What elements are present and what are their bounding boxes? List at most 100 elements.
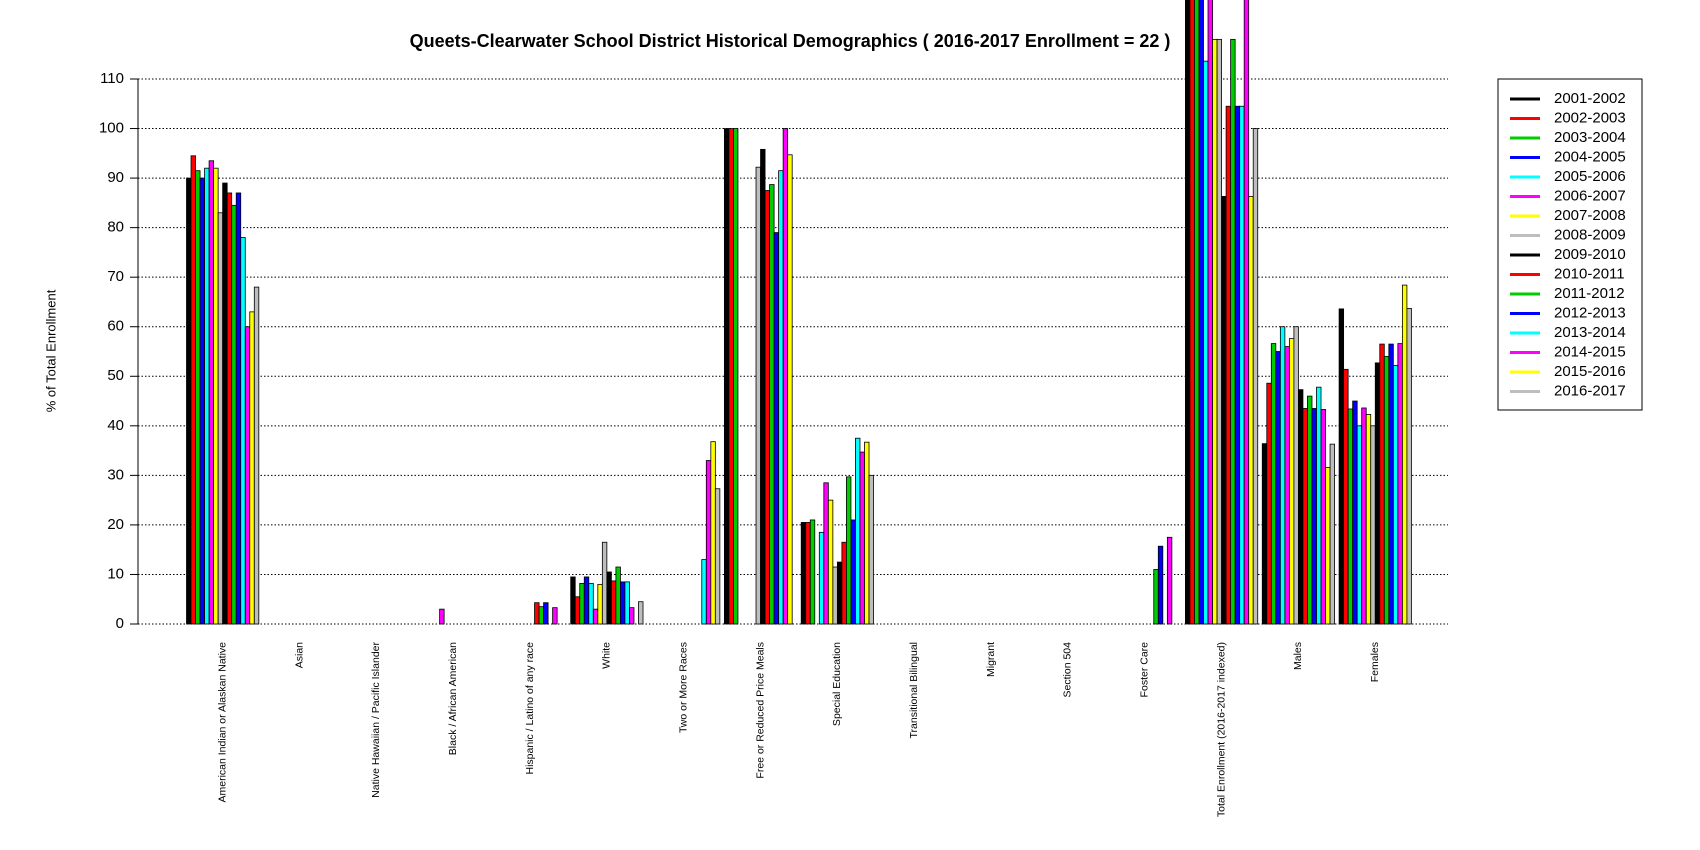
bar: [714, 488, 721, 625]
bar: [823, 482, 829, 625]
bar: [204, 167, 210, 625]
legend-label: 2010-2011: [1554, 265, 1625, 282]
bar: [733, 128, 739, 625]
bar: [597, 583, 603, 625]
bar: [773, 232, 780, 625]
bar: [805, 522, 811, 625]
bar: [841, 541, 847, 625]
bar: [1194, 0, 1200, 625]
bar: [1392, 364, 1399, 625]
bar: [1166, 536, 1173, 625]
x-tick-label: Special Education: [831, 642, 843, 726]
bar: [1243, 0, 1250, 625]
bar: [827, 499, 834, 625]
x-tick-label: Two or More Races: [677, 642, 689, 733]
bar: [855, 437, 861, 625]
bar: [217, 212, 224, 625]
chart-title: Queets-Clearwater School District Histor…: [410, 31, 1171, 51]
x-tick-label: Migrant: [985, 642, 997, 677]
x-tick-label: American Indian or Alaskan Native: [216, 642, 228, 803]
y-tick-label: 60: [107, 318, 124, 335]
legend-label: 2013-2014: [1554, 324, 1626, 341]
y-tick-label: 40: [107, 417, 124, 434]
y-tick-label: 0: [116, 615, 124, 632]
bar: [728, 128, 734, 625]
x-tick-label: Native Hawaiian / Pacific Islander: [370, 642, 382, 798]
legend-label: 2012-2013: [1554, 304, 1626, 321]
bar: [226, 192, 233, 625]
x-tick-label: Free or Reduced Price Meals: [754, 642, 766, 779]
legend-label: 2001-2002: [1554, 90, 1626, 107]
y-axis-label: % of Total Enrollment: [43, 289, 58, 412]
legend-label: 2009-2010: [1554, 246, 1626, 263]
bar: [1230, 38, 1236, 625]
x-tick-label: Foster Care: [1139, 642, 1151, 698]
bar: [1293, 326, 1299, 625]
bar: [846, 476, 852, 625]
x-tick-label: Black / African American: [447, 642, 459, 755]
bar: [1316, 386, 1322, 625]
bar: [1207, 0, 1213, 625]
bar: [1374, 362, 1381, 625]
bar: [543, 602, 549, 625]
bar: [574, 596, 581, 625]
bar: [222, 182, 228, 625]
bar: [570, 576, 576, 625]
bar: [818, 531, 825, 625]
bar: [240, 237, 246, 625]
bar: [538, 606, 544, 625]
y-tick-label: 50: [107, 367, 124, 384]
bar: [1275, 351, 1281, 625]
bar: [1311, 408, 1317, 625]
legend-label: 2002-2003: [1554, 109, 1626, 126]
bar: [1365, 414, 1372, 625]
bar: [638, 601, 644, 625]
legend-label: 2015-2016: [1554, 363, 1626, 380]
bar: [190, 155, 196, 625]
bar: [1203, 60, 1209, 625]
legend-label: 2016-2017: [1554, 382, 1626, 399]
bar: [1329, 443, 1335, 625]
bar: [1153, 569, 1159, 625]
bar: [1298, 389, 1304, 625]
y-tick-label: 110: [100, 70, 124, 87]
bar: [534, 602, 540, 625]
bar: [764, 190, 770, 625]
bar: [1356, 425, 1363, 625]
x-tick-label: White: [601, 642, 613, 669]
bar: [601, 541, 608, 625]
bar: [1397, 343, 1403, 625]
bar: [705, 460, 712, 625]
x-tick-label: Transitional Bilingual: [908, 642, 920, 739]
bar: [1189, 0, 1195, 625]
bar: [552, 607, 558, 625]
bar: [592, 608, 599, 625]
x-tick-label: Total Enrollment (2016-2017 indexed): [1215, 642, 1227, 817]
bar: [1288, 338, 1295, 625]
bar: [1406, 307, 1412, 625]
bar: [1216, 38, 1222, 625]
bar: [859, 451, 865, 625]
bar: [832, 566, 838, 625]
legend-label: 2004-2005: [1554, 148, 1626, 165]
bar: [782, 128, 789, 625]
bar: [836, 561, 843, 625]
x-tick-label: Females: [1369, 642, 1381, 682]
bar: [235, 192, 242, 625]
bar: [755, 166, 761, 625]
bar: [249, 311, 255, 625]
bar: [1248, 196, 1254, 625]
y-tick-label: 70: [107, 268, 124, 285]
bar: [1234, 105, 1241, 625]
bar: [606, 571, 612, 625]
bar: [1221, 196, 1227, 625]
bar: [1383, 356, 1390, 625]
bar: [1157, 545, 1164, 625]
y-tick-label: 10: [107, 565, 124, 582]
y-tick-label: 90: [107, 169, 124, 186]
x-tick-label: Asian: [293, 642, 305, 668]
bar: [1379, 343, 1385, 625]
bar: [1284, 346, 1290, 625]
